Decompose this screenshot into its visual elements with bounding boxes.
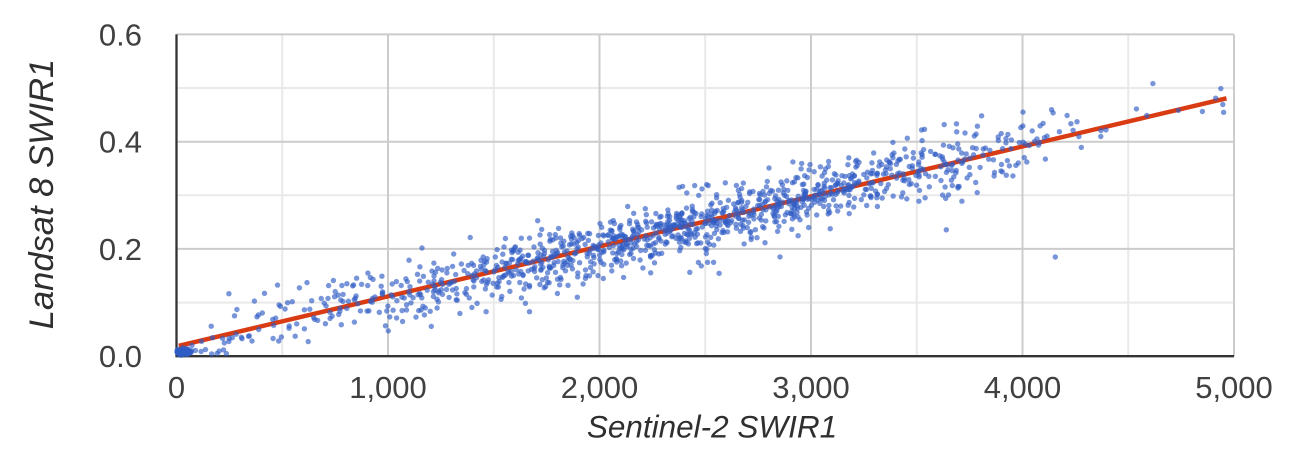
svg-text:Sentinel-2 SWIR1: Sentinel-2 SWIR1 bbox=[587, 409, 837, 445]
svg-text:0.0: 0.0 bbox=[99, 339, 142, 374]
svg-text:1,000: 1,000 bbox=[349, 370, 427, 405]
svg-text:3,000: 3,000 bbox=[772, 370, 850, 405]
svg-text:Landsat 8 SWIR1: Landsat 8 SWIR1 bbox=[23, 59, 61, 329]
svg-text:0.6: 0.6 bbox=[99, 17, 142, 52]
svg-text:0: 0 bbox=[168, 370, 185, 405]
svg-text:2,000: 2,000 bbox=[561, 370, 639, 405]
svg-text:0.4: 0.4 bbox=[99, 125, 142, 160]
svg-text:4,000: 4,000 bbox=[984, 370, 1062, 405]
svg-text:0.2: 0.2 bbox=[99, 232, 142, 267]
svg-text:5,000: 5,000 bbox=[1195, 370, 1273, 405]
